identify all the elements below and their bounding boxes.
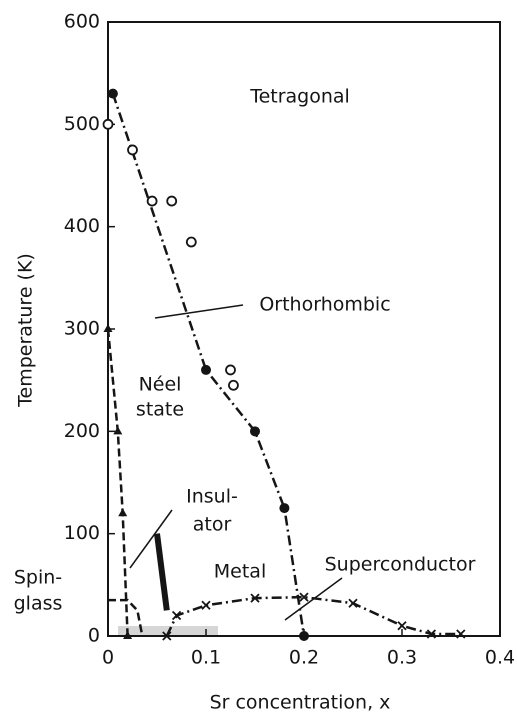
point [397, 621, 407, 631]
point [201, 364, 211, 375]
x-tick-label: 0.4 [485, 647, 515, 669]
point [185, 236, 197, 248]
point [228, 379, 239, 391]
y-tick-label: 300 [64, 318, 100, 340]
series-line [108, 598, 144, 637]
point [299, 592, 309, 602]
x-tick-label: 0.2 [289, 647, 319, 669]
y-tick-label: 600 [64, 11, 100, 33]
annotation: Superconductor [325, 554, 476, 576]
point [348, 598, 358, 608]
point [299, 631, 309, 641]
x-axis-label: Sr concentration, x [210, 692, 391, 714]
y-tick-label: 100 [64, 522, 100, 544]
series-line [106, 328, 129, 637]
point [426, 629, 437, 639]
y-tick-label: 400 [64, 215, 100, 237]
annotation: Tetragonal [249, 86, 350, 108]
annotation: Spin- [14, 567, 62, 589]
point [107, 88, 118, 99]
leader-line [154, 304, 244, 319]
point [103, 324, 113, 332]
annotation: Néel [139, 374, 182, 396]
point [279, 503, 290, 514]
point [127, 144, 138, 156]
point [162, 631, 172, 641]
annotation: Metal [214, 561, 266, 583]
point [113, 426, 123, 435]
y-tick-label: 200 [64, 420, 100, 442]
leader-line [129, 509, 173, 569]
y-axis-label: Temperature (K) [15, 253, 37, 408]
annotation: ator [193, 514, 232, 536]
point [201, 600, 211, 610]
annotation: state [136, 399, 184, 421]
annotation: Insul- [186, 486, 238, 508]
point [123, 631, 133, 639]
x-tick-label: 0 [102, 647, 114, 669]
point [146, 195, 158, 207]
y-tick-label: 500 [64, 113, 100, 135]
plot-frame [107, 21, 501, 637]
point [250, 593, 260, 603]
point [102, 118, 114, 130]
x-tick-label: 0.3 [387, 647, 417, 669]
point [166, 195, 178, 207]
annotation: glass [14, 593, 63, 615]
point [171, 610, 182, 621]
point [456, 629, 466, 639]
annotation: Orthorhombic [259, 294, 390, 316]
point [250, 426, 260, 437]
x-tick-label: 0.1 [191, 647, 221, 669]
series-line [154, 533, 170, 611]
series-line [111, 93, 306, 637]
point [118, 508, 128, 517]
y-tick-label: 0 [88, 625, 100, 647]
point [225, 364, 236, 376]
